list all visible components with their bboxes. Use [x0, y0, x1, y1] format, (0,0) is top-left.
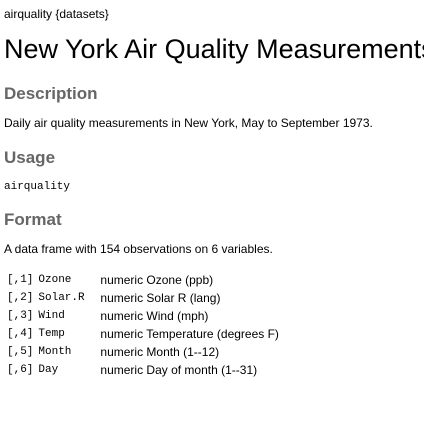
variables-table: [,1] Ozone numeric Ozone (ppb) [,2] Sola…: [7, 271, 279, 379]
format-heading: Format: [4, 209, 420, 231]
variable-index: [,4]: [7, 325, 38, 343]
description-text: Daily air quality measurements in New Yo…: [4, 115, 420, 131]
variable-description: numeric Day of month (1--31): [100, 361, 279, 379]
description-heading: Description: [4, 83, 420, 105]
variable-description: numeric Solar R (lang): [100, 289, 279, 307]
variable-description: numeric Wind (mph): [100, 307, 279, 325]
format-text: A data frame with 154 observations on 6 …: [4, 241, 420, 257]
variable-index: [,1]: [7, 271, 38, 289]
variable-name: Solar.R: [38, 289, 100, 307]
variable-index: [,3]: [7, 307, 38, 325]
variable-index: [,2]: [7, 289, 38, 307]
variable-name: Temp: [38, 325, 100, 343]
variable-name: Day: [38, 361, 100, 379]
page-title: New York Air Quality Measurements: [4, 32, 420, 66]
table-row: [,3] Wind numeric Wind (mph): [7, 307, 279, 325]
topic-header: airquality {datasets}: [4, 6, 420, 22]
variable-name: Month: [38, 343, 100, 361]
usage-code: airquality: [4, 179, 420, 195]
variable-index: [,6]: [7, 361, 38, 379]
variable-description: numeric Temperature (degrees F): [100, 325, 279, 343]
table-row: [,1] Ozone numeric Ozone (ppb): [7, 271, 279, 289]
variable-description: numeric Month (1--12): [100, 343, 279, 361]
usage-heading: Usage: [4, 147, 420, 169]
table-row: [,5] Month numeric Month (1--12): [7, 343, 279, 361]
table-row: [,6] Day numeric Day of month (1--31): [7, 361, 279, 379]
variable-index: [,5]: [7, 343, 38, 361]
table-row: [,2] Solar.R numeric Solar R (lang): [7, 289, 279, 307]
variable-name: Ozone: [38, 271, 100, 289]
variable-name: Wind: [38, 307, 100, 325]
variable-description: numeric Ozone (ppb): [100, 271, 279, 289]
table-row: [,4] Temp numeric Temperature (degrees F…: [7, 325, 279, 343]
